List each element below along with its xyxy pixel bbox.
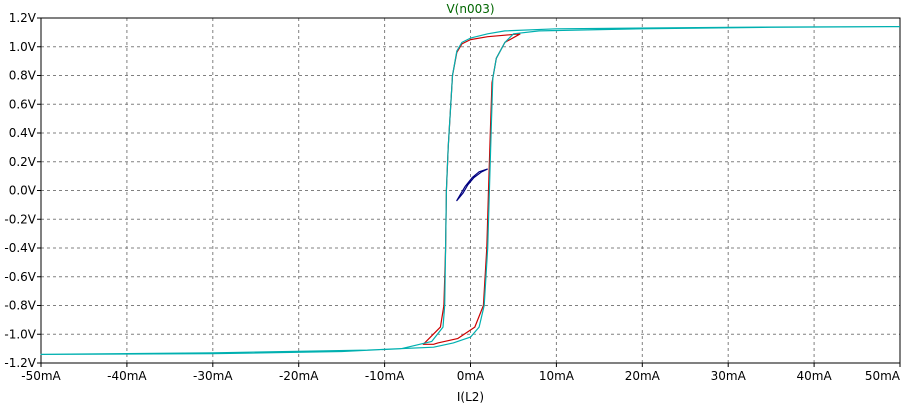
- x-tick-label: 30mA: [711, 369, 747, 383]
- y-tick-label: 0.6V: [9, 97, 37, 111]
- x-tick-label: -50mA: [21, 369, 61, 383]
- x-tick-label: -10mA: [365, 369, 405, 383]
- x-tick-label: 20mA: [625, 369, 661, 383]
- chart-title: V(n003): [446, 2, 494, 16]
- x-axis-label: I(L2): [457, 390, 484, 404]
- x-tick-label: -40mA: [107, 369, 147, 383]
- x-tick-label: 40mA: [797, 369, 833, 383]
- y-tick-label: -1.2V: [4, 356, 36, 370]
- x-tick-label: -30mA: [193, 369, 233, 383]
- y-tick-label: -0.8V: [4, 299, 36, 313]
- series-group: [40, 26, 901, 355]
- y-tick-label: -1.0V: [4, 327, 36, 341]
- y-tick-label: -0.2V: [4, 212, 36, 226]
- x-tick-label: 50mA: [865, 369, 901, 383]
- y-tick-label: 0.0V: [9, 184, 37, 198]
- y-tick-label: 1.0V: [9, 40, 37, 54]
- series-line-3: [456, 168, 488, 202]
- y-tick-label: 1.2V: [9, 11, 37, 25]
- series-line-1: [422, 33, 521, 345]
- x-tick-label: -20mA: [279, 369, 319, 383]
- y-tick-label: -0.6V: [4, 270, 36, 284]
- y-tick-label: 0.2V: [9, 155, 37, 169]
- series-line-2: [40, 26, 901, 355]
- y-tick-label: 0.4V: [9, 126, 37, 140]
- y-tick-label: 0.8V: [9, 69, 37, 83]
- grid: [41, 18, 900, 363]
- x-tick-label: 0mA: [457, 369, 485, 383]
- tick-labels: -50mA -40mA -30mA -20mA -10mA 0mA 10mA 20mA 30mA…: [4, 11, 900, 383]
- y-tick-label: -0.4V: [4, 241, 36, 255]
- x-tick-label: 10mA: [539, 369, 575, 383]
